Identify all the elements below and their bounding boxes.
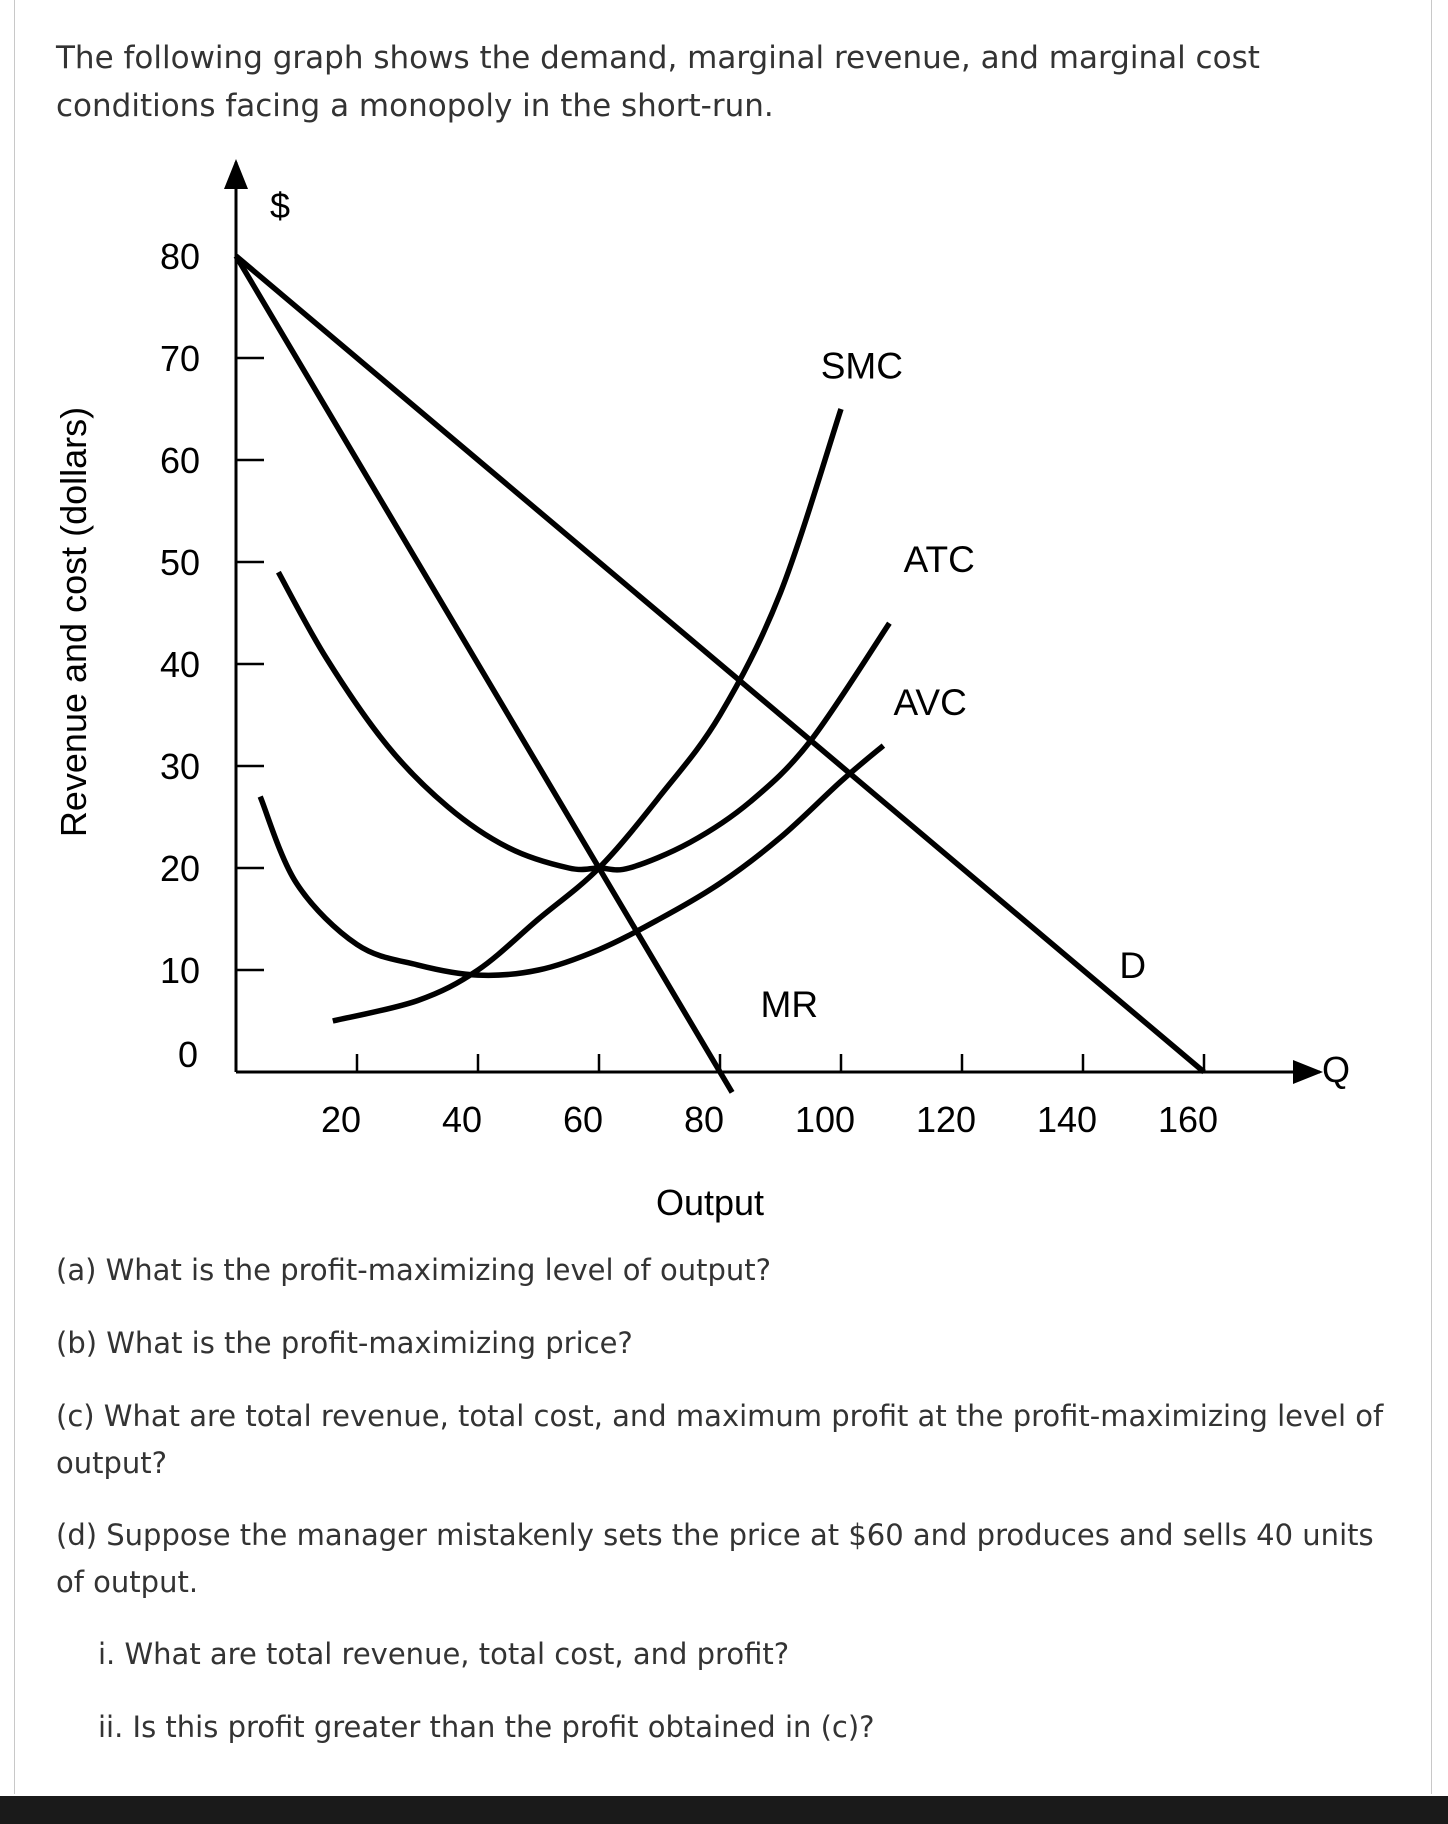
x-tick-label: 20 xyxy=(321,1099,361,1140)
origin-label: 0 xyxy=(178,1034,198,1075)
x-tick-label: 120 xyxy=(916,1099,976,1140)
y-tick-label: 20 xyxy=(160,848,200,889)
avc-curve xyxy=(257,743,886,979)
y-tick-label: 80 xyxy=(160,236,200,277)
question-c: (c) What are total revenue, total cost, … xyxy=(56,1399,1384,1480)
question-d-i: i. What are total revenue, total cost, a… xyxy=(98,1637,790,1671)
smc-label: SMC xyxy=(821,345,903,386)
x-tick-label: 40 xyxy=(442,1099,482,1140)
d-label: D xyxy=(1119,945,1146,986)
x-tick-label: 60 xyxy=(563,1099,603,1140)
y-axis-title: Revenue and cost (dollars) xyxy=(53,407,94,837)
y-tick-label: 10 xyxy=(160,950,200,991)
page-frame xyxy=(14,0,1432,1794)
atc-label: ATC xyxy=(904,539,975,580)
y-unit-label: $ xyxy=(270,185,290,226)
x-tick-label: 160 xyxy=(1158,1099,1218,1140)
smc-curve xyxy=(332,408,844,1024)
x-tick-label: 100 xyxy=(795,1099,855,1140)
atc-curve xyxy=(275,570,892,873)
question-d-ii: ii. Is this profit greater than the prof… xyxy=(98,1710,875,1744)
d-curve xyxy=(234,253,1206,1075)
x-tick-label: 80 xyxy=(684,1099,724,1140)
x-axis-end-label: Q xyxy=(1322,1049,1350,1090)
question-a: (a) What is the profit-maximizing level … xyxy=(56,1253,771,1287)
question-d: (d) Suppose the manager mistakenly sets … xyxy=(56,1518,1374,1599)
mr-label: MR xyxy=(761,984,819,1025)
intro-text: The following graph shows the demand, ma… xyxy=(56,40,1260,124)
bottom-bar xyxy=(0,1796,1448,1824)
y-tick-label: 30 xyxy=(160,746,200,787)
y-tick-label: 50 xyxy=(160,542,200,583)
mr-curve xyxy=(233,254,735,1094)
y-tick-label: 60 xyxy=(160,440,200,481)
x-axis-title: Output xyxy=(656,1182,764,1223)
y-tick-label: 70 xyxy=(160,338,200,379)
avc-label: AVC xyxy=(894,682,967,723)
question-b: (b) What is the profit-maximizing price? xyxy=(56,1326,633,1360)
y-tick-label: 40 xyxy=(160,644,200,685)
monopoly-graph: 10 20 30 40 50 60 70 80 20 40 60 80 100 120 140 160 0 $ Q O… xyxy=(53,159,1350,1223)
x-tick-label: 140 xyxy=(1037,1099,1097,1140)
